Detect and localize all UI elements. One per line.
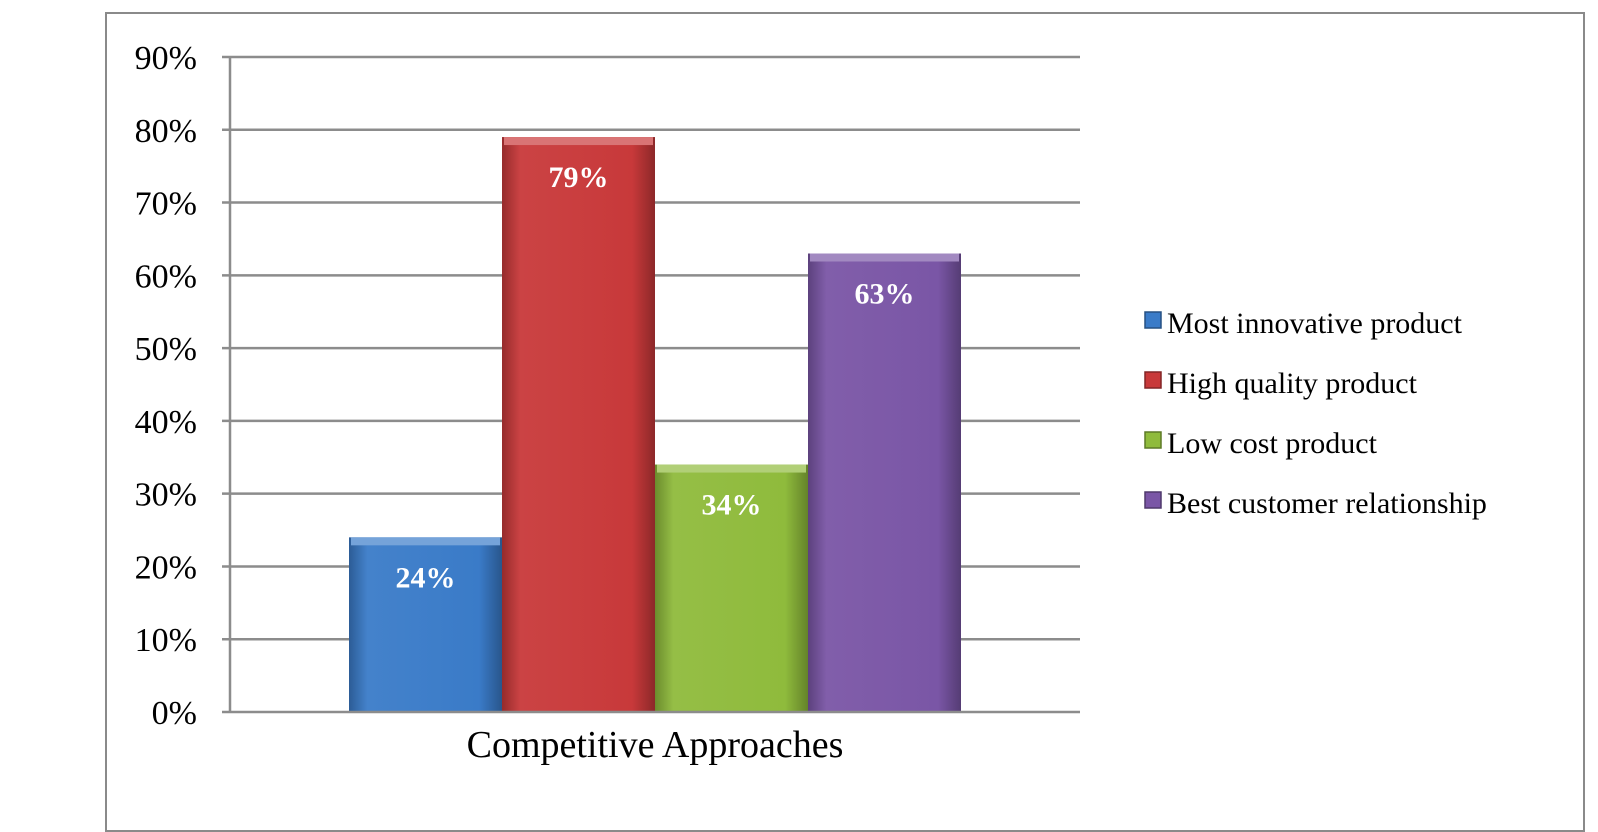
legend-label: High quality product <box>1167 367 1418 400</box>
legend-swatch <box>1144 311 1162 329</box>
bar-best-customer-relationship <box>808 253 961 712</box>
y-tick-label: 50% <box>135 331 197 368</box>
y-tick-label: 70% <box>135 186 197 223</box>
bar-bevel <box>657 464 806 473</box>
y-tick-label: 90% <box>135 40 197 77</box>
legend-swatch <box>1144 491 1162 509</box>
legend-label: Low cost product <box>1167 427 1378 460</box>
y-tick-label: 20% <box>135 549 197 586</box>
y-tick-label: 30% <box>135 477 197 514</box>
bar-bevel <box>504 137 653 146</box>
y-tick-label: 10% <box>135 622 197 659</box>
data-label: 24% <box>396 561 456 594</box>
legend-swatch <box>1144 371 1162 389</box>
legend-swatch <box>1144 431 1162 449</box>
axes <box>222 57 1080 714</box>
legend-label: Most innovative product <box>1167 307 1463 340</box>
bars <box>349 137 961 713</box>
legend-label: Best customer relationship <box>1167 487 1487 520</box>
legend: Most innovative product High quality prod… <box>1144 307 1487 520</box>
data-label: 63% <box>855 278 915 311</box>
y-tick-label: 40% <box>135 404 197 441</box>
data-label: 34% <box>702 489 762 522</box>
y-tick-label: 80% <box>135 113 197 150</box>
data-label: 79% <box>549 161 609 194</box>
y-axis-tick-labels: 0% 10% 20% 30% 40% 50% 60% 70% 80% 90% <box>135 40 197 732</box>
bar-most-innovative-product <box>349 537 502 712</box>
x-axis-label: Competitive Approaches <box>467 724 844 766</box>
bar-high-quality-product <box>502 137 655 713</box>
bar-bevel <box>810 253 959 262</box>
y-tick-label: 0% <box>152 695 197 732</box>
bar-low-cost-product <box>655 464 808 712</box>
y-tick-label: 60% <box>135 258 197 295</box>
data-labels: 24% 79% 34% 63% <box>396 161 915 594</box>
bar-bevel <box>351 537 500 546</box>
